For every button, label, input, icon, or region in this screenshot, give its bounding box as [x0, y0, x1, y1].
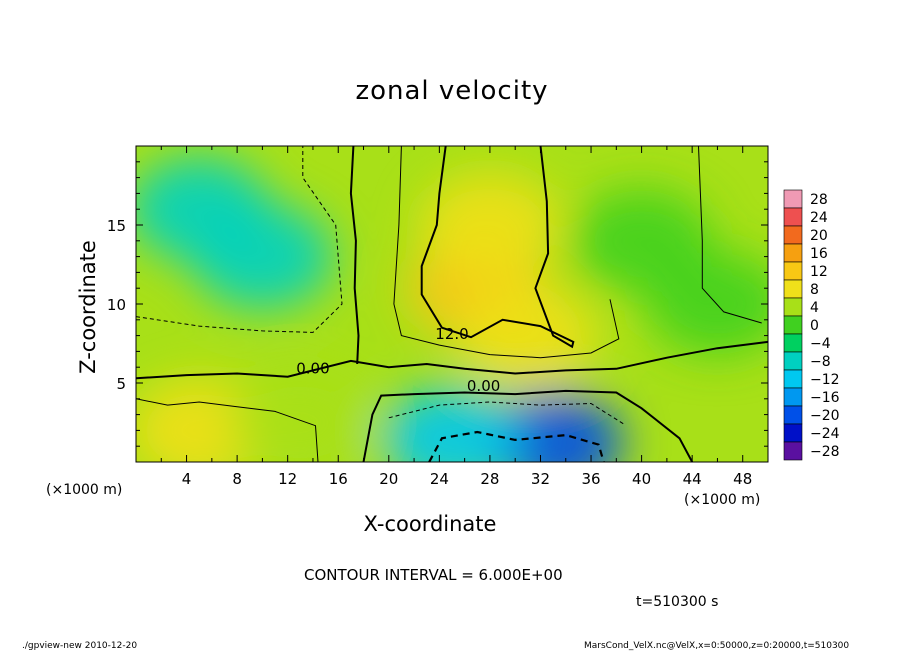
colorbar-label: 28	[810, 192, 828, 208]
x-unit-right: (×1000 m)	[684, 492, 761, 508]
x-tick-label: 44	[683, 470, 702, 488]
x-unit-left: (×1000 m)	[46, 482, 123, 498]
colorbar-label: 12	[810, 264, 828, 280]
y-tick-label: 5	[116, 375, 126, 393]
colorbar-swatch	[783, 279, 803, 299]
contour-zero-left	[349, 146, 360, 365]
y-tick-label: 10	[107, 296, 126, 314]
colorbar-swatch	[783, 225, 803, 245]
time-text: t=510300 s	[636, 594, 719, 610]
contour-zero-lower	[362, 389, 694, 462]
contour-neg12-bottom	[428, 430, 605, 462]
colorbar: 28 24 20 16 12 8 4 0 −4 −8 −12 −16 −20 −24 −28	[783, 189, 840, 461]
x-tick-label: 20	[379, 470, 398, 488]
contour-12	[420, 146, 575, 349]
colorbar-swatch	[783, 423, 803, 443]
field-blob-10	[647, 252, 768, 356]
colorbar-label: −12	[810, 372, 840, 388]
field-blob-3	[419, 173, 560, 277]
colorbar-swatch	[783, 243, 803, 263]
x-axis-label: X-coordinate	[363, 512, 497, 536]
contour-label-1: 0.00	[296, 360, 329, 378]
contour-label-2: 0.00	[467, 377, 500, 395]
contour-6-lower-left	[136, 398, 319, 462]
colorbar-label: 0	[810, 318, 819, 334]
colorbar-swatch	[783, 333, 803, 353]
colorbar-swatch	[783, 441, 803, 461]
colorbar-label: −16	[810, 390, 840, 406]
contour-label-0: 12.0	[435, 325, 468, 343]
colorbar-label: −8	[810, 354, 831, 370]
colorbar-label: 20	[810, 228, 828, 244]
x-tick-label: 12	[278, 470, 297, 488]
velocity-field	[136, 146, 768, 462]
colorbar-swatch	[783, 315, 803, 335]
contour-neg6-bottom	[388, 401, 625, 425]
field-blob-8	[230, 370, 371, 462]
footer-left: ./gpview-new 2010-12-20	[22, 641, 138, 651]
colorbar-swatch	[783, 369, 803, 389]
colorbar-swatch	[783, 189, 803, 209]
chart-title: zonal velocity	[355, 76, 549, 106]
contour-6-inner	[393, 146, 620, 359]
field-blob-4	[457, 283, 598, 388]
x-tick-label: 4	[182, 470, 192, 488]
x-tick-label: 36	[581, 470, 600, 488]
colorbar-label: −28	[810, 444, 840, 460]
colorbar-swatch	[783, 405, 803, 425]
x-tick-label: 40	[632, 470, 651, 488]
contour-6-right	[698, 146, 762, 324]
footer-right: MarsCond_VelX.nc@VelX,x=0:50000,z=0:2000…	[584, 641, 850, 651]
x-tick-label: 16	[329, 470, 348, 488]
colorbar-label: 4	[810, 300, 819, 316]
x-tick-label: 48	[733, 470, 752, 488]
colorbar-label: 8	[810, 282, 819, 298]
x-tick-label: 24	[430, 470, 449, 488]
x-tick-label: 8	[232, 470, 242, 488]
field-blob-1	[136, 157, 270, 262]
y-tick-label: 15	[107, 217, 126, 235]
contour-zero-upper	[136, 340, 768, 380]
contour-interval-text: CONTOUR INTERVAL = 6.000E+00	[304, 566, 563, 584]
colorbar-label: 16	[810, 246, 828, 262]
field-blob-6	[382, 386, 522, 462]
colorbar-swatch	[783, 387, 803, 407]
colorbar-label: −24	[810, 426, 840, 442]
colorbar-swatch	[783, 261, 803, 281]
contour-neg6-left	[136, 146, 343, 333]
contour-lines: 12.0 0.00 0.00	[136, 146, 768, 462]
colorbar-label: −20	[810, 408, 840, 424]
colorbar-label: 24	[810, 210, 828, 226]
y-axis-label: Z-coordinate	[76, 240, 100, 374]
colorbar-swatch	[783, 297, 803, 317]
x-tick-label: 32	[531, 470, 550, 488]
colorbar-label: −4	[810, 336, 831, 352]
colorbar-swatch	[783, 351, 803, 371]
colorbar-swatch	[783, 207, 803, 227]
x-tick-label: 28	[480, 470, 499, 488]
